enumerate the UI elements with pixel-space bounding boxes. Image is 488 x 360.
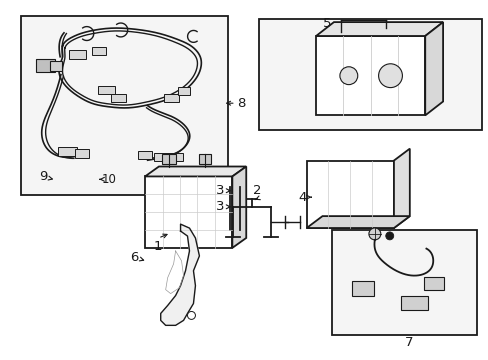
Bar [198,154,210,163]
Bar [306,161,393,228]
Bar [178,87,189,95]
Bar [331,230,476,336]
Text: 10: 10 [101,173,116,186]
Bar [424,276,444,291]
Polygon shape [232,167,246,248]
Polygon shape [425,22,442,116]
Text: 6: 6 [129,251,138,264]
Bar [169,153,183,161]
Bar [50,62,62,71]
Bar [315,36,425,116]
Text: 3: 3 [216,184,224,197]
Circle shape [339,67,357,85]
Bar [145,176,232,248]
Bar [138,151,152,159]
Bar [91,47,106,55]
Polygon shape [315,22,442,36]
Circle shape [368,228,380,240]
Polygon shape [306,216,409,228]
Bar [111,94,125,102]
Text: 7: 7 [405,336,413,349]
Circle shape [187,311,195,319]
Text: 2: 2 [253,184,261,197]
Bar [98,86,115,94]
Circle shape [378,64,402,87]
Bar [68,50,85,59]
Bar [153,153,170,161]
Bar [58,147,77,156]
Bar [259,19,481,130]
Polygon shape [161,224,199,325]
Bar [164,94,179,102]
Bar [162,154,176,163]
Bar [75,149,89,158]
Text: 4: 4 [298,192,306,204]
Text: 3: 3 [216,200,224,213]
Polygon shape [145,167,246,176]
Text: 9: 9 [39,170,47,183]
Text: 8: 8 [237,97,245,110]
Text: 11: 11 [34,58,49,72]
Bar [36,59,55,72]
Bar [400,296,427,310]
Circle shape [385,232,393,240]
Text: 5: 5 [322,17,330,30]
Bar [351,281,373,296]
Polygon shape [393,149,409,228]
Text: 1: 1 [154,240,162,253]
Bar [21,17,227,195]
